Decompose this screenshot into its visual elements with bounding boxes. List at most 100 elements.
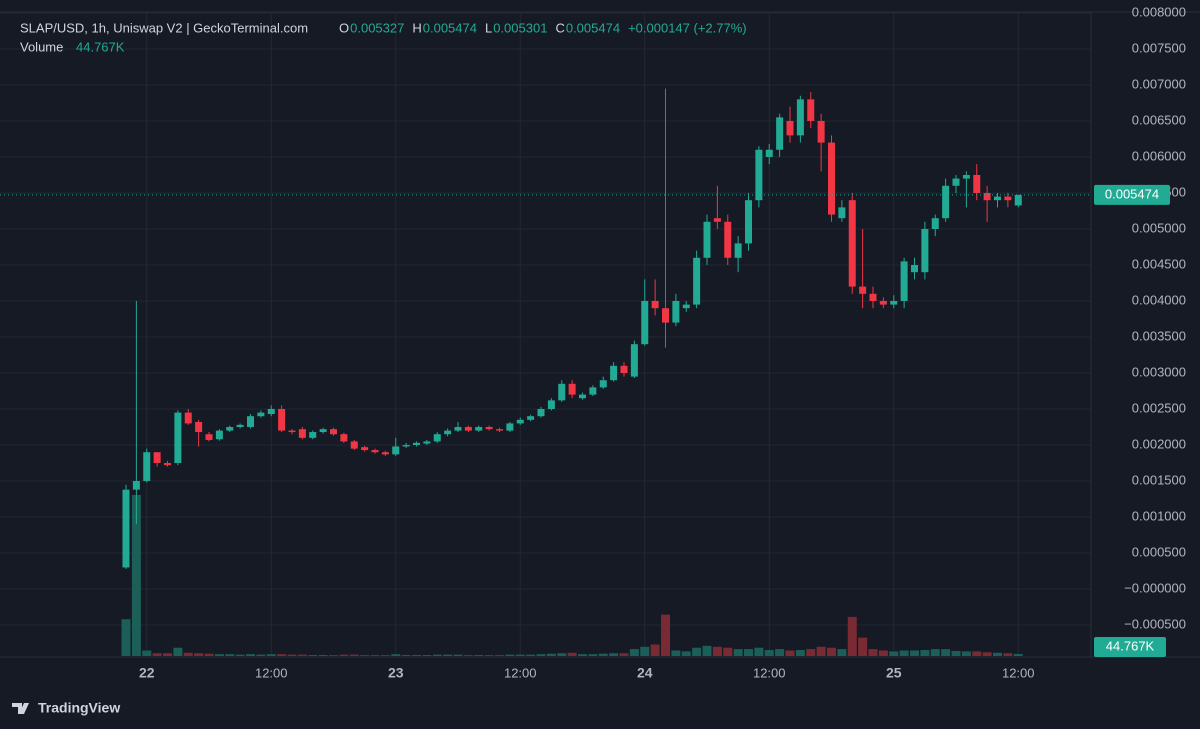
brand-logo bbox=[12, 703, 29, 714]
ohlc-value: 0.005327 bbox=[350, 20, 404, 35]
candle-body bbox=[174, 412, 182, 464]
candle-body bbox=[288, 430, 296, 433]
candle-body bbox=[506, 423, 514, 431]
y-tick-label: −0.000000 bbox=[1124, 580, 1186, 595]
volume-bar bbox=[505, 654, 515, 656]
candle-body bbox=[485, 427, 493, 430]
candle-body bbox=[226, 427, 234, 431]
volume-bar bbox=[702, 645, 712, 656]
candle-body bbox=[838, 207, 846, 219]
x-tick-label: 12:00 bbox=[1002, 665, 1035, 680]
candle-body bbox=[807, 99, 815, 121]
candle-body bbox=[828, 142, 835, 215]
last-price-tag bbox=[1094, 184, 1170, 205]
candle-body bbox=[361, 447, 369, 451]
volume-bar bbox=[246, 654, 255, 656]
legend: SLAP/USD, 1h, Uniswap V2 | GeckoTerminal… bbox=[20, 20, 747, 54]
candle-body bbox=[755, 149, 763, 201]
volume-bar bbox=[650, 644, 660, 656]
ohlc-value: 0.005474 bbox=[566, 20, 620, 35]
candle-body bbox=[423, 441, 431, 444]
volume-bar bbox=[256, 654, 266, 656]
volume-bar bbox=[775, 649, 785, 656]
volume-bar bbox=[349, 654, 359, 656]
y-tick-label: 0.000500 bbox=[1132, 544, 1186, 559]
volume-tag bbox=[1094, 637, 1166, 657]
candle-body bbox=[309, 432, 317, 438]
ohlc-key: H bbox=[412, 20, 421, 35]
candle-body bbox=[641, 300, 649, 345]
volume-bar bbox=[609, 653, 619, 656]
candle-body bbox=[859, 286, 867, 294]
volume-bar bbox=[453, 654, 463, 656]
volume-bar bbox=[878, 650, 888, 656]
chart-title: SLAP/USD, 1h, Uniswap V2 | GeckoTerminal… bbox=[20, 20, 308, 35]
candle-body bbox=[952, 178, 960, 186]
y-tick-label: 0.006500 bbox=[1132, 112, 1186, 127]
candle-body bbox=[215, 430, 223, 440]
y-tick-label: 0.002000 bbox=[1132, 436, 1186, 451]
candle-body bbox=[132, 481, 140, 490]
volume-bar bbox=[961, 651, 971, 656]
candle-body bbox=[900, 261, 908, 301]
volume-bar bbox=[142, 650, 152, 656]
volume-bar bbox=[225, 654, 235, 656]
candle-body bbox=[931, 218, 939, 229]
ohlc-key: L bbox=[485, 20, 492, 35]
y-tick-label: 0.008000 bbox=[1132, 4, 1186, 19]
ohlc-key: C bbox=[555, 20, 564, 35]
candle-body bbox=[558, 383, 566, 401]
volume-bar bbox=[972, 651, 982, 656]
volume-bar bbox=[401, 655, 411, 656]
y-tick-label: 0.005000 bbox=[1132, 220, 1186, 235]
x-tick-label: 12:00 bbox=[504, 665, 537, 680]
volume-bar bbox=[277, 654, 287, 656]
volume-value: 44.767K bbox=[76, 39, 125, 54]
volume-bar bbox=[1003, 653, 1013, 656]
volume-bar bbox=[806, 649, 816, 656]
brand-name: TradingView bbox=[38, 700, 120, 716]
candle-body bbox=[402, 445, 410, 447]
candle-body bbox=[693, 257, 701, 305]
volume-bar bbox=[152, 653, 162, 656]
candle-body bbox=[610, 365, 618, 381]
candle-body bbox=[879, 300, 887, 305]
candle-body bbox=[796, 99, 804, 136]
x-tick-label: 23 bbox=[388, 665, 404, 681]
volume-bar bbox=[360, 655, 370, 656]
candle-body bbox=[786, 120, 794, 136]
candle-body bbox=[516, 419, 524, 424]
volume-bar bbox=[744, 649, 753, 656]
volume-bar bbox=[847, 616, 857, 656]
candle-body bbox=[776, 117, 784, 150]
candle-body bbox=[184, 412, 192, 424]
candle-body bbox=[869, 293, 877, 301]
ohlc-value: 0.005301 bbox=[493, 20, 547, 35]
y-tick-label: 0.003500 bbox=[1132, 328, 1186, 343]
candle-body bbox=[205, 434, 213, 440]
volume-bar bbox=[121, 619, 131, 656]
candle-body bbox=[444, 430, 452, 435]
volume-bar bbox=[816, 646, 826, 656]
candle-body bbox=[724, 221, 732, 258]
volume-bar bbox=[712, 646, 722, 656]
candle-body bbox=[713, 218, 721, 222]
volume-tag-label: 44.767K bbox=[1106, 638, 1155, 653]
candle-body bbox=[381, 452, 389, 455]
y-tick-label: 0.007000 bbox=[1132, 76, 1186, 91]
volume-bar bbox=[764, 650, 774, 656]
volume-bar bbox=[785, 650, 795, 656]
volume-bar bbox=[495, 655, 504, 656]
volume-bar bbox=[515, 654, 525, 656]
volume-bar bbox=[795, 650, 805, 656]
candle-body bbox=[236, 424, 244, 428]
volume-bar bbox=[993, 652, 1002, 656]
candle-body bbox=[994, 196, 1001, 201]
volume-bar bbox=[723, 647, 733, 656]
y-tick-label: 0.002500 bbox=[1132, 400, 1186, 415]
volume-bar bbox=[920, 650, 930, 656]
candle-body bbox=[630, 344, 638, 377]
candle-body bbox=[371, 450, 379, 453]
volume-bar bbox=[308, 655, 318, 656]
y-tick-label: 0.001000 bbox=[1132, 508, 1186, 523]
